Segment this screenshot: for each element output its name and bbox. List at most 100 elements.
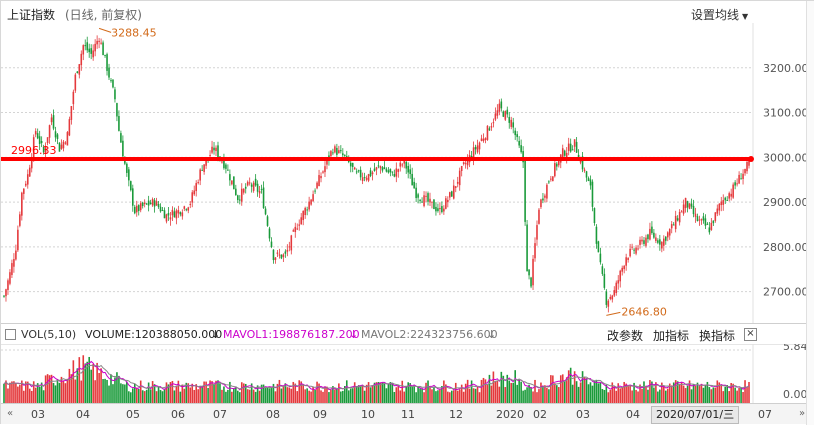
candle-body: [643, 240, 645, 244]
volume-bar: [135, 387, 138, 403]
change-params-button[interactable]: 改参数: [607, 329, 644, 343]
candle-body: [571, 149, 574, 151]
candle-body: [411, 173, 413, 186]
volume-bar: [734, 387, 736, 403]
volume-bar: [278, 379, 281, 403]
volume-bar: [468, 388, 471, 403]
candle-body: [278, 254, 281, 256]
volume-bar: [686, 385, 689, 403]
volume-bar: [498, 386, 501, 403]
scroll-left-icon[interactable]: «: [6, 408, 14, 419]
volume-bar: [639, 384, 641, 403]
candle-body: [379, 166, 382, 169]
volume-bar: [342, 390, 344, 403]
candle-body: [552, 176, 554, 182]
volume-bar: [336, 389, 338, 403]
candle-body: [702, 216, 705, 221]
candle-body: [36, 133, 39, 139]
candle-body: [441, 206, 443, 213]
candle-body: [189, 203, 192, 205]
volume-bar: [74, 379, 77, 403]
volume-bar: [633, 382, 635, 403]
volume-bar: [155, 391, 158, 403]
volume-bar: [266, 387, 269, 403]
candle-body: [375, 167, 378, 170]
volume-bar: [607, 392, 610, 403]
candle-body: [201, 169, 203, 171]
candle-body: [367, 174, 370, 181]
candle-body: [147, 200, 150, 206]
volume-bar: [548, 389, 550, 403]
volume-bar: [92, 363, 94, 403]
volume-bar: [217, 380, 219, 403]
volume-bar: [472, 388, 475, 403]
candle-body: [385, 168, 388, 172]
volume-bar: [441, 386, 443, 403]
high-pointer: [98, 27, 112, 33]
volume-bar: [476, 386, 479, 403]
scroll-right-icon[interactable]: »: [798, 408, 806, 419]
candle-body: [165, 214, 168, 222]
close-icon[interactable]: ×: [744, 328, 757, 341]
volume-bar: [369, 387, 372, 403]
volume-bar: [480, 379, 483, 403]
candle-body: [744, 168, 746, 174]
volume-bar: [653, 387, 655, 403]
ma-setting-dropdown[interactable]: 设置均线 ▼: [691, 6, 748, 23]
candle-body: [227, 169, 229, 171]
candle-body: [443, 208, 445, 212]
price-chart[interactable]: 3200.00 3100.00 3000.00 2900.00 2800.00 2700.…: [1, 23, 806, 323]
candle-body: [141, 202, 144, 207]
volume-bar: [619, 388, 622, 403]
volume-bar: [405, 386, 408, 403]
volume-bar: [318, 383, 320, 403]
volume-bar: [351, 388, 354, 403]
candle-body: [118, 116, 120, 131]
candle-body: [11, 263, 13, 275]
volume-bar: [540, 382, 542, 403]
volume-bar: [320, 390, 322, 403]
volume-chart[interactable]: 5.84 0.00: [1, 344, 806, 403]
candle-body: [421, 201, 423, 203]
month-label: 09: [313, 408, 327, 421]
candle-body: [7, 280, 9, 290]
add-indicator-button[interactable]: 加指标: [653, 329, 690, 343]
candle-body: [494, 113, 497, 120]
candle-body: [215, 147, 217, 152]
volume-bar: [565, 377, 568, 403]
candle-body: [417, 194, 419, 198]
volume-bar: [326, 386, 328, 403]
volume-bar: [13, 381, 15, 403]
candle-body: [60, 144, 63, 149]
volume-bar: [316, 381, 318, 403]
candle-body: [100, 42, 102, 44]
volume-bar: [308, 390, 310, 403]
candle-body: [680, 211, 683, 213]
candle-body: [135, 205, 138, 213]
candle-body: [700, 219, 703, 221]
volume-bar: [609, 390, 612, 403]
candle-body: [209, 155, 211, 157]
candle-body: [284, 251, 287, 254]
right-scrollbar[interactable]: [806, 1, 814, 425]
collapse-box-icon[interactable]: [5, 329, 16, 340]
volume-bar: [62, 380, 65, 403]
candle-body: [518, 140, 520, 146]
candle-body: [460, 166, 463, 171]
candle-body: [684, 197, 687, 209]
candle-body: [593, 208, 596, 224]
candle-body: [405, 161, 408, 169]
mavol1-value: MAVOL1:198876187.200: [223, 328, 360, 341]
switch-indicator-button[interactable]: 换指标: [699, 329, 736, 343]
volume-bar: [209, 380, 211, 403]
volume-bar: [361, 385, 364, 403]
candle-body: [252, 182, 255, 191]
volume-bar: [621, 387, 623, 403]
volume-bar: [130, 392, 132, 403]
volume-bar: [52, 383, 55, 403]
volume-bar: [30, 390, 33, 403]
candle-body: [409, 169, 411, 175]
volume-bar: [722, 391, 725, 403]
volume-bar: [187, 383, 190, 403]
volume-bar: [500, 371, 503, 403]
